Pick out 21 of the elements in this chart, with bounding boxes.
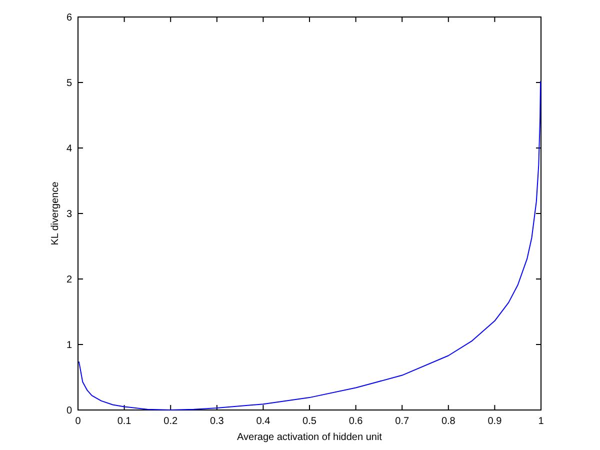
x-tick-label: 0.5 [302,416,317,427]
y-axis-title: KL divergence [50,181,61,246]
y-tick-label: 5 [66,78,72,89]
x-tick-label: 0.1 [117,416,132,427]
line-series [78,80,542,410]
y-tick-label: 1 [66,340,72,351]
x-tick-label: 0.6 [348,416,364,427]
y-tick-label: 2 [66,274,72,286]
y-tick-label: 0 [66,406,72,416]
y-tick-label: 6 [66,12,72,24]
x-tick-label: 1 [538,416,544,427]
x-tick-label: 0.7 [395,416,410,427]
x-tick-label: 0.3 [210,416,224,427]
x-tick-label: 0 [75,416,82,427]
x-tick-label: 0.9 [488,416,502,427]
x-tick-label: 0.8 [441,416,456,427]
x-tick-label: 0.2 [164,416,178,427]
x-tick-label: 0.4 [256,416,271,427]
y-tick-label: 4 [66,144,72,154]
x-axis-title: Average activation of hidden unit [237,432,382,443]
y-tick-label: 3 [66,209,72,220]
